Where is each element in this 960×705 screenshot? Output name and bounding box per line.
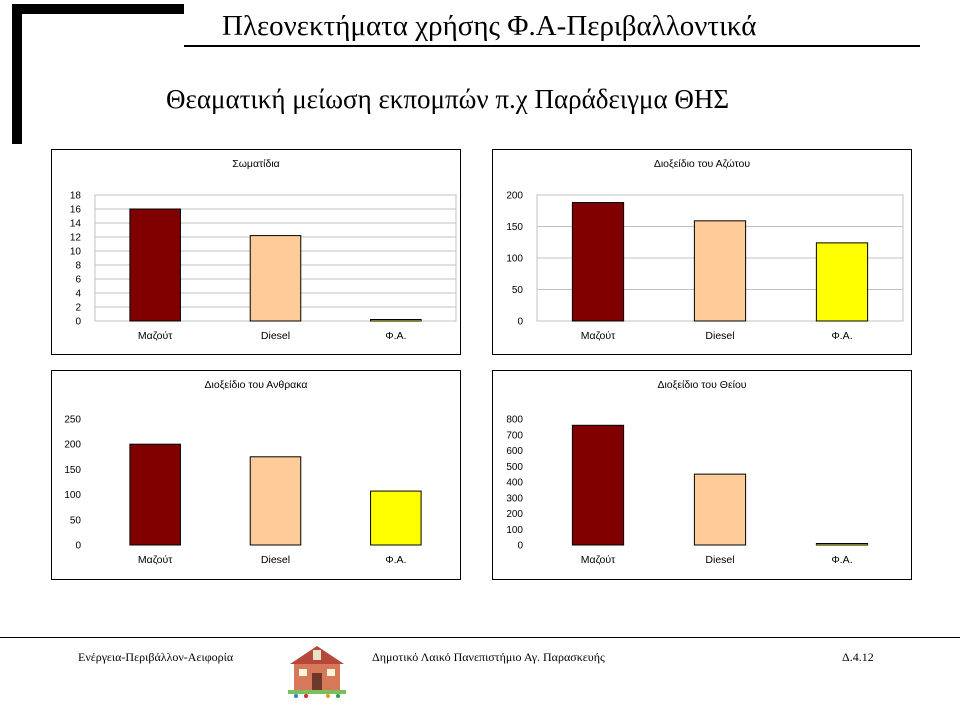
y-tick-label: 16 — [70, 205, 82, 216]
bar-1 — [249, 456, 302, 546]
y-tick-label: 100 — [506, 254, 523, 265]
y-tick-label: 400 — [506, 478, 523, 489]
x-tick-label: Diesel — [705, 330, 734, 342]
chart-svg: Διοξείδιο του Αζώτου 0 50 100 150 200 Μαζούτ Di… — [492, 149, 912, 355]
y-tick-label: 700 — [506, 430, 523, 441]
y-tick-label: 6 — [75, 275, 81, 286]
bar-1 — [693, 473, 747, 546]
y-tick-label: 200 — [506, 191, 523, 202]
y-tick-label: 0 — [75, 541, 81, 552]
chart-title: Διοξείδιο του Θείου — [657, 379, 746, 391]
y-tick-label: 100 — [506, 525, 523, 536]
y-tick-label: 50 — [70, 515, 82, 526]
x-tick-label: Μαζούτ — [581, 330, 616, 342]
bar-0 — [129, 208, 181, 322]
bar-2 — [370, 319, 422, 322]
footer-middle-text: Δημοτικό Λαικό Πανεπιστήμιο Αγ. Παρασκευ… — [372, 650, 605, 664]
slide-corner-bar-vertical — [12, 4, 22, 144]
y-tick-label: 0 — [517, 541, 523, 552]
bar-1 — [249, 235, 302, 322]
footer-left-text: Ενέργεια-Περιβάλλον-Αειφορία — [78, 650, 234, 664]
chart-svg: Διοξείδιο του Θείου 0 100 200 300 400 500 600 70… — [492, 370, 912, 580]
y-tick-label: 300 — [506, 493, 523, 504]
footer-page-number: Δ.4.12 — [842, 650, 874, 664]
y-tick-label: 10 — [70, 247, 82, 258]
x-tick-label: Μαζούτ — [138, 554, 173, 566]
y-tick-label: 50 — [512, 285, 524, 296]
x-tick-label: Μαζούτ — [581, 554, 616, 566]
chart-title: Διοξείδιο του Αζώτου — [654, 158, 751, 170]
x-tick-label: Φ.Α. — [385, 330, 406, 342]
y-tick-label: 250 — [64, 415, 81, 426]
chart-sulfur-dioxide: Διοξείδιο του Θείου 0 100 200 300 400 500 600 70… — [492, 370, 912, 580]
y-tick-label: 8 — [75, 261, 81, 272]
bar-0 — [571, 424, 625, 546]
chart-nitrogen-dioxide: Διοξείδιο του Αζώτου 0 50 100 150 200 Μαζούτ Di… — [492, 149, 912, 355]
x-tick-label: Φ.Α. — [385, 554, 406, 566]
x-tick-label: Μαζούτ — [138, 330, 173, 342]
footer-rule — [0, 637, 960, 638]
chart-svg: Διοξείδιο του Ανθρακα 0 50 100 150 200 250 Μαζο… — [51, 370, 461, 580]
x-tick-label: Diesel — [705, 554, 734, 566]
chart-particulates: Σωματίδια 0 2 4 6 8 10 12 14 16 18 Μαζούτ Diesel Φ.Α. — [51, 149, 461, 355]
chart-title: Διοξείδιο του Ανθρακα — [205, 379, 308, 391]
y-tick-label: 0 — [517, 317, 523, 328]
y-tick-label: 18 — [70, 191, 82, 202]
bar-1 — [693, 220, 747, 322]
bar-0 — [571, 202, 625, 322]
y-tick-label: 4 — [75, 289, 81, 300]
y-tick-label: 100 — [64, 490, 81, 501]
bar-2 — [370, 490, 422, 546]
x-tick-label: Diesel — [261, 554, 290, 566]
y-tick-label: 500 — [506, 462, 523, 473]
bar-2 — [815, 242, 869, 322]
y-tick-label: 14 — [70, 219, 82, 230]
y-tick-label: 150 — [506, 222, 523, 233]
y-tick-label: 150 — [64, 465, 81, 476]
y-tick-label: 200 — [506, 509, 523, 520]
slide-subtitle: Θεαματική μείωση εκπομπών π.χ Παράδειγμα… — [166, 84, 730, 114]
x-tick-label: Φ.Α. — [831, 330, 852, 342]
title-rule — [184, 45, 920, 47]
bar-2 — [815, 543, 869, 546]
slide-corner-bar-horizontal — [12, 4, 184, 14]
y-tick-label: 600 — [506, 446, 523, 457]
chart-title: Σωματίδια — [232, 158, 280, 170]
x-tick-label: Φ.Α. — [831, 554, 852, 566]
bar-0 — [129, 443, 181, 546]
y-tick-label: 0 — [75, 317, 81, 328]
x-tick-label: Diesel — [261, 330, 290, 342]
y-tick-label: 800 — [506, 415, 523, 426]
school-logo-icon — [284, 642, 350, 700]
slide-title: Πλεονεκτήματα χρήσης Φ.Α-Περιβαλλοντικά — [222, 10, 757, 42]
chart-svg: Σωματίδια 0 2 4 6 8 10 12 14 16 18 Μαζούτ Diesel Φ.Α. — [51, 149, 461, 355]
chart-carbon-dioxide: Διοξείδιο του Ανθρακα 0 50 100 150 200 250 Μαζο… — [51, 370, 461, 580]
y-tick-label: 200 — [64, 440, 81, 451]
y-tick-label: 12 — [70, 233, 82, 244]
y-tick-label: 2 — [75, 303, 81, 314]
